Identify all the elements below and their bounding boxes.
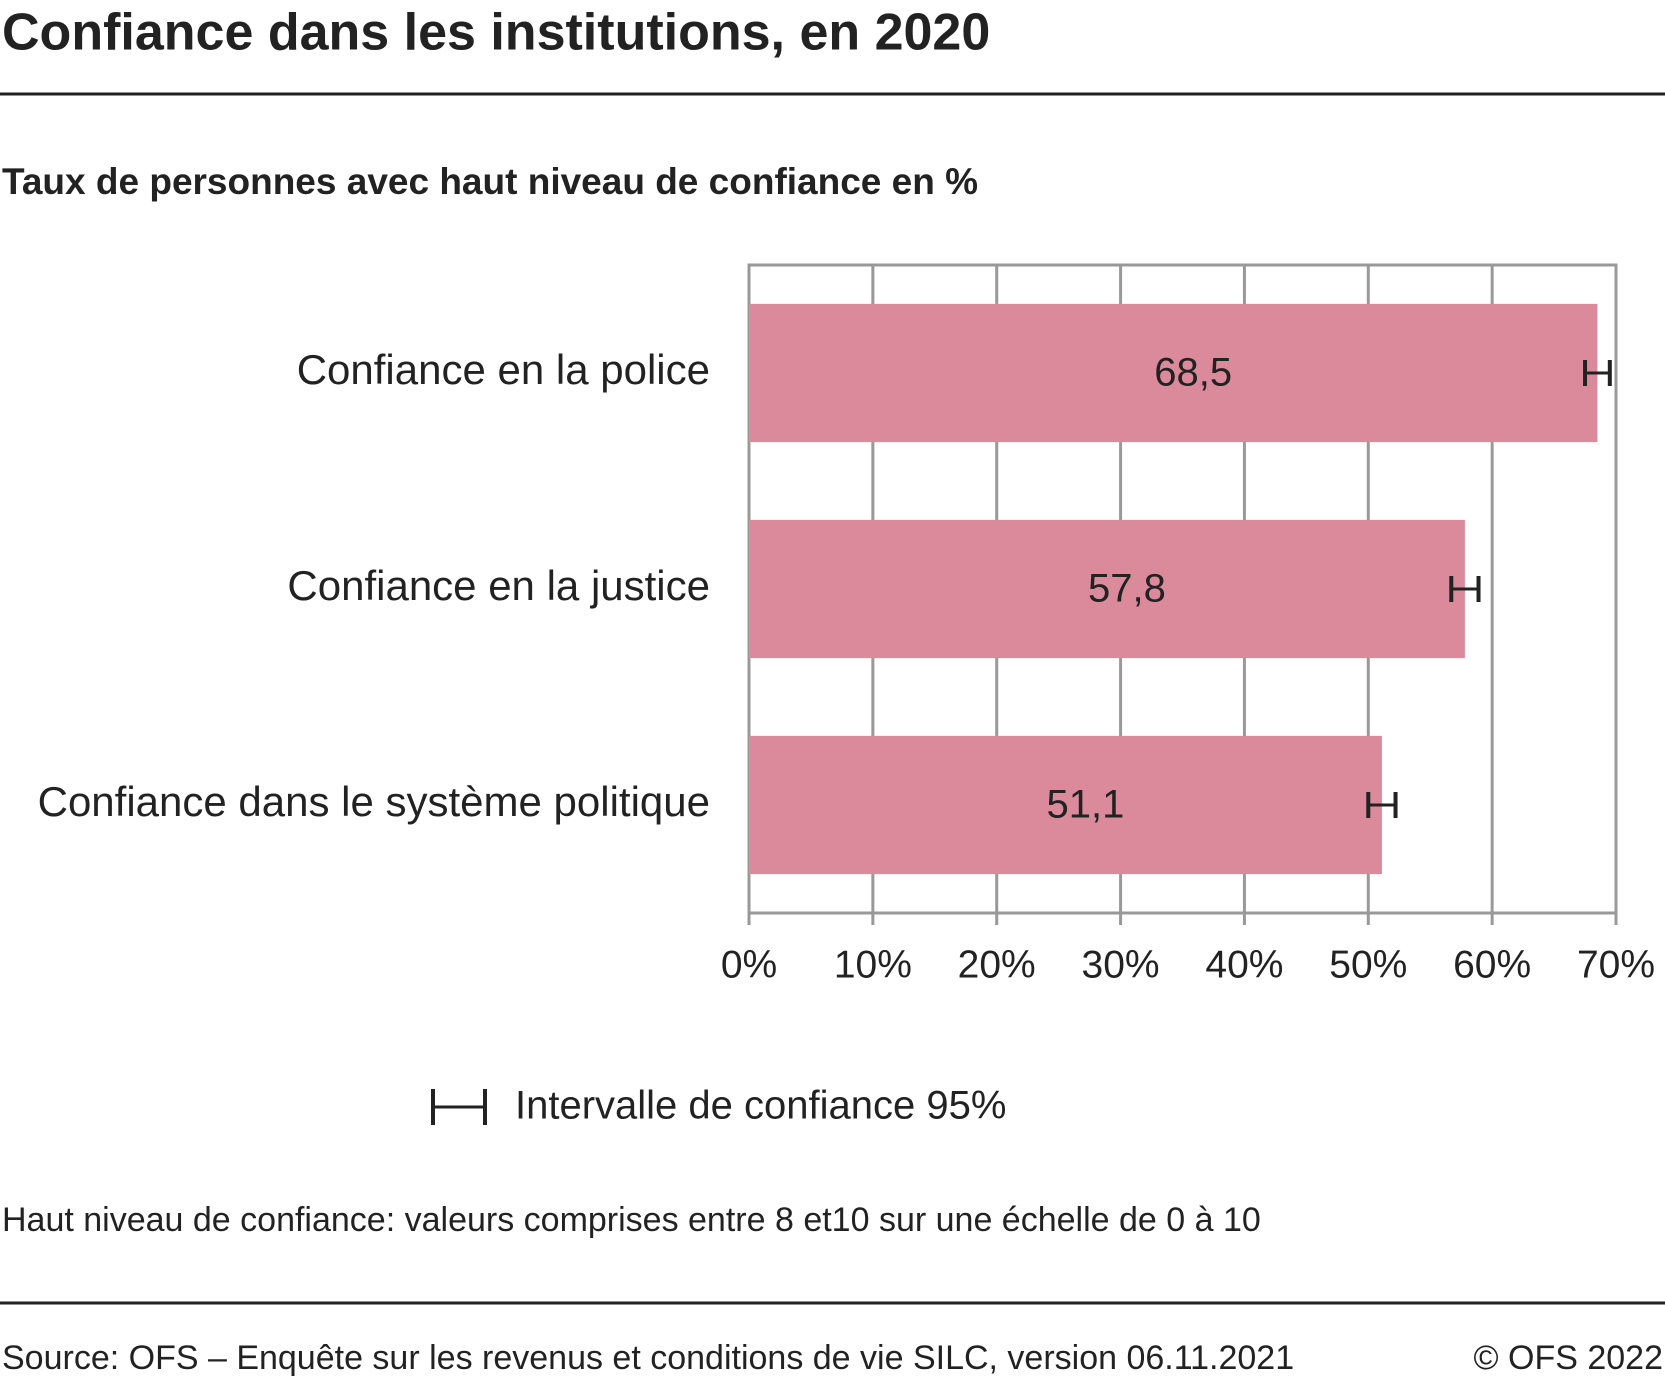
source: Source: OFS – Enquête sur les revenus et… [2,1339,1294,1377]
chart-subtitle: Taux de personnes avec haut niveau de co… [2,161,978,202]
bar [749,735,1382,875]
y-tick-label: Confiance en la justice [287,562,710,609]
x-tick-label: 60% [1453,943,1531,986]
legend-label: Intervalle de confiance 95% [515,1084,1006,1128]
bar [749,303,1598,443]
x-tick-label: 70% [1577,943,1655,986]
x-tick-label: 30% [1082,943,1160,986]
x-tick-label: 10% [834,943,912,986]
x-tick-label: 0% [721,943,777,986]
x-tick-label: 20% [958,943,1036,986]
value-label: 68,5 [1154,351,1232,395]
bar [749,519,1465,659]
y-tick-label: Confiance dans le système politique [38,778,710,825]
y-tick-label: Confiance en la police [297,346,710,393]
value-label: 51,1 [1047,783,1125,827]
copyright: © OFS 2022 [1474,1339,1663,1377]
x-tick-label: 50% [1329,943,1407,986]
value-label: 57,8 [1088,567,1166,611]
note: Haut niveau de confiance: valeurs compri… [2,1201,1261,1239]
chart-title: Confiance dans les institutions, en 2020 [2,4,990,62]
x-tick-label: 40% [1205,943,1283,986]
